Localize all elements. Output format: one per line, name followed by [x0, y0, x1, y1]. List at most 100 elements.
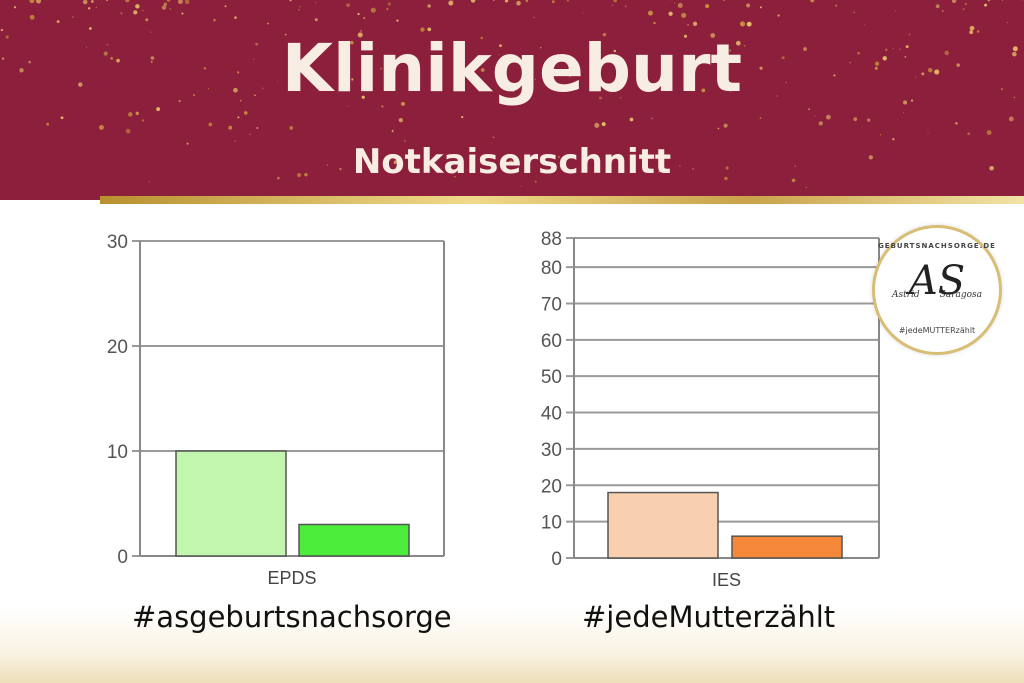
- glitter-dot: [357, 12, 360, 16]
- glitter-dot: [781, 56, 785, 60]
- glitter-dot: [903, 100, 908, 105]
- glitter-dot: [387, 2, 391, 6]
- glitter-dot: [427, 4, 431, 8]
- glitter-dot: [599, 96, 602, 100]
- glitter-dot: [944, 50, 950, 56]
- glitter-dot: [516, 0, 521, 6]
- glitter-dot: [454, 175, 456, 178]
- glitter-dot: [867, 118, 871, 122]
- glitter-dot: [651, 117, 653, 120]
- glitter-dot: [668, 11, 673, 16]
- y-tick-label: 20: [541, 476, 562, 497]
- y-tick-label: 60: [541, 331, 562, 352]
- glitter-dot: [658, 171, 660, 173]
- glitter-dot: [193, 94, 196, 97]
- glitter-dot: [547, 70, 553, 76]
- glitter-dot: [505, 0, 509, 3]
- glitter-dot: [1012, 46, 1018, 52]
- glitter-dot: [612, 4, 614, 6]
- glitter-dot: [255, 42, 259, 46]
- glitter-dot: [1000, 88, 1003, 90]
- glitter-dot: [29, 0, 35, 4]
- glitter-dot: [461, 115, 464, 119]
- glitter-dot: [470, 0, 476, 3]
- glitter-dot: [674, 2, 676, 4]
- glitter-dot: [380, 105, 384, 108]
- glitter-dot: [853, 11, 855, 14]
- glitter-dot: [370, 7, 376, 13]
- glitter-dot: [470, 150, 473, 152]
- glitter-dot: [791, 178, 796, 183]
- glitter-dot: [314, 1, 317, 3]
- glitter-dot: [207, 87, 210, 90]
- glitter-dot: [613, 49, 617, 53]
- glitter-dot: [224, 5, 227, 8]
- glitter-dot: [785, 81, 787, 84]
- glitter-dot: [512, 90, 515, 93]
- glitter-dot: [818, 121, 823, 126]
- y-tick-label: 50: [541, 367, 562, 388]
- glitter-dot: [184, 0, 190, 5]
- glitter-dot: [256, 127, 259, 129]
- glitter-dot: [178, 100, 181, 103]
- glitter-dot: [357, 32, 363, 38]
- glitter-dot: [908, 33, 911, 36]
- glitter-dot: [492, 136, 495, 139]
- glitter-dot: [361, 95, 365, 99]
- glitter-dot: [351, 78, 354, 81]
- glitter-dot: [431, 88, 434, 90]
- glitter-dot: [346, 3, 351, 8]
- logo-monogram: AS: [908, 258, 966, 304]
- glitter-dot: [237, 71, 240, 74]
- glitter-dot: [125, 128, 131, 134]
- glitter-dot: [448, 0, 454, 6]
- y-tick-label: 0: [117, 547, 128, 568]
- glitter-dot: [150, 60, 153, 63]
- glitter-dot: [295, 86, 299, 90]
- glitter-dot: [156, 107, 161, 112]
- glitter-dot: [962, 8, 965, 11]
- glitter-dot: [166, 0, 171, 2]
- glitter-dot: [56, 20, 60, 24]
- glitter-dot: [601, 122, 606, 127]
- hashtag-right: #jedeMutterzählt: [582, 600, 836, 634]
- glitter-dot: [853, 117, 858, 122]
- glitter-dot: [776, 95, 778, 97]
- glitter-dot: [724, 176, 728, 181]
- glitter-dot: [28, 60, 32, 64]
- glitter-dot: [679, 165, 681, 167]
- glitter-dot: [759, 117, 762, 119]
- glitter-dot: [360, 30, 362, 32]
- glitter-dot: [150, 56, 155, 60]
- glitter-dot: [701, 88, 706, 93]
- glitter-dot: [95, 7, 97, 9]
- glitter-dot: [705, 4, 710, 9]
- glitter-dot: [135, 111, 139, 116]
- glitter-dot: [602, 32, 607, 37]
- glitter-dot: [289, 126, 294, 130]
- glitter-dot: [89, 27, 92, 30]
- glitter-dot: [879, 134, 881, 136]
- glitter-dot: [759, 66, 763, 70]
- glitter-dot: [967, 132, 970, 135]
- glitter-dot: [298, 9, 300, 11]
- glitter-dot: [921, 72, 925, 76]
- glitter-dot: [951, 0, 957, 4]
- glitter-dot: [492, 0, 495, 1]
- glitter-dot: [692, 168, 694, 170]
- page-subtitle: Notkaiserschnitt: [352, 142, 672, 182]
- glitter-dot: [29, 14, 35, 20]
- glitter-dot: [148, 181, 150, 183]
- glitter-dot: [594, 122, 600, 128]
- glitter-dot: [534, 180, 537, 183]
- glitter-dot: [314, 18, 318, 22]
- glitter-dot: [863, 24, 865, 26]
- glitter-dot: [976, 30, 980, 33]
- bar: [607, 491, 719, 559]
- glitter-dot: [687, 24, 689, 26]
- glitter-dot: [746, 21, 752, 27]
- glitter-dot: [208, 122, 213, 127]
- epds-chart: 0 10 20 30 EPDS: [107, 232, 445, 588]
- glitter-dot: [620, 97, 622, 99]
- glitter-dot: [525, 0, 529, 3]
